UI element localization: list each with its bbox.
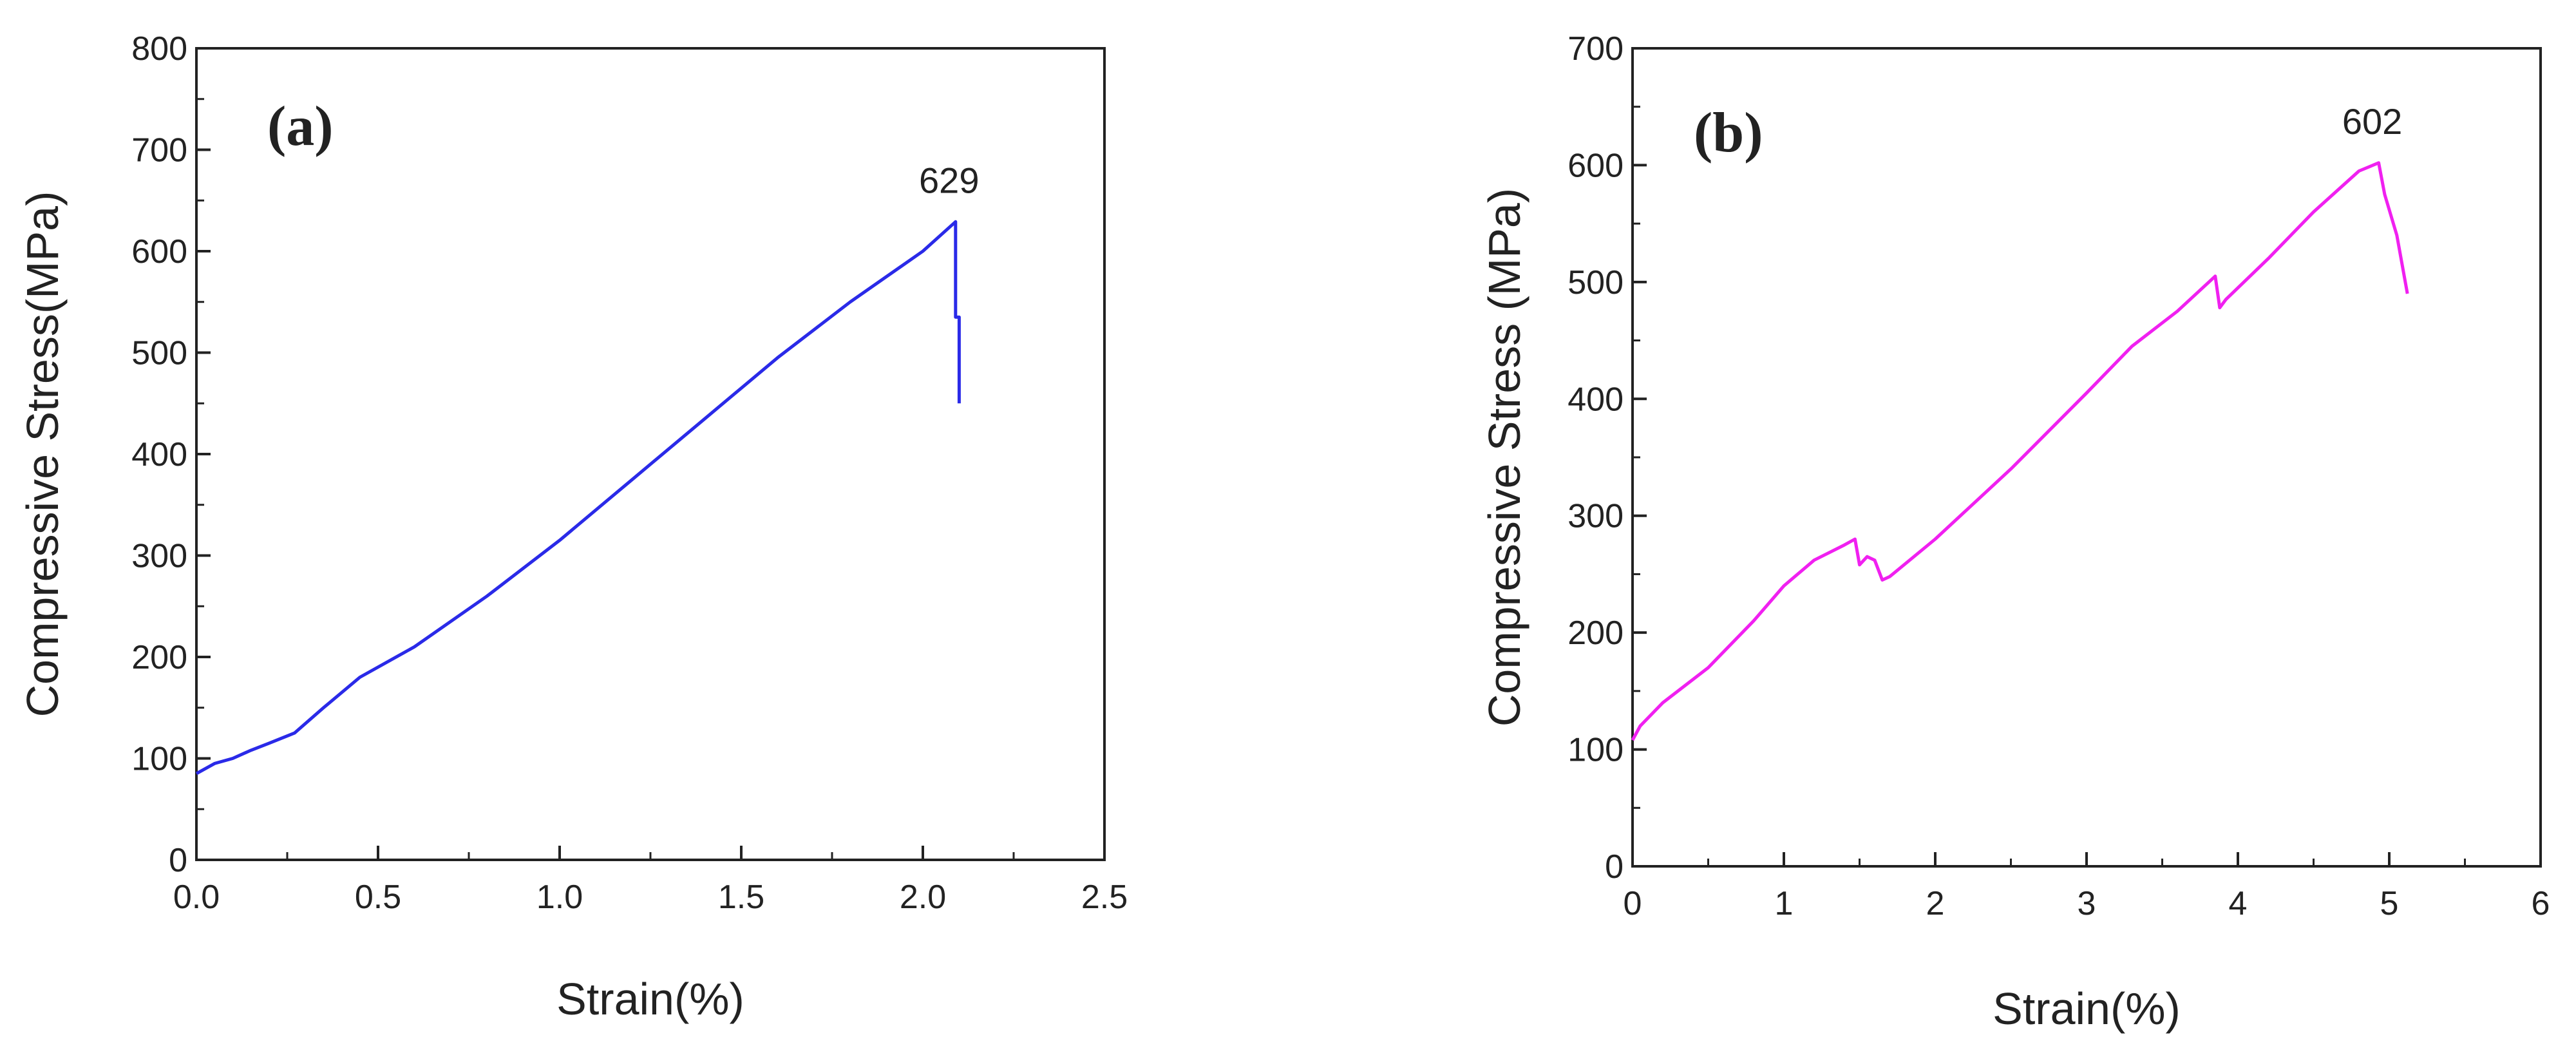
y-tick-label-a: 600: [131, 233, 187, 271]
x-tick-label-b: 1: [1775, 885, 1794, 922]
y-tick-label-b: 500: [1567, 264, 1624, 301]
x-tick-label-a: 1.0: [536, 879, 583, 916]
chart-panel-b: (b) Strain(%) Compressive Stress (MPa) 6…: [1479, 30, 2550, 1034]
series-line-a: [195, 220, 961, 775]
panel-label-b: (b): [1694, 102, 1763, 164]
y-tick-label-b: 0: [1605, 848, 1624, 886]
y-tick-label-b: 700: [1567, 30, 1624, 68]
x-tick-label-a: 2.5: [1081, 879, 1128, 916]
y-tick-label-b: 200: [1567, 614, 1624, 652]
x-tick-label-b: 6: [2532, 885, 2550, 922]
chart-panel-a: (a) Strain(%) Compressive Stress(MPa) 62…: [17, 30, 1128, 1024]
x-tick-label-b: 0: [1624, 885, 1642, 922]
peak-annotation-b: 602: [2342, 101, 2402, 142]
x-axis-label-b: Strain(%): [1993, 984, 2181, 1034]
plot-frame-b: [1631, 47, 2542, 868]
y-tick-label-b: 100: [1567, 732, 1624, 769]
x-tick-label-b: 3: [2078, 885, 2096, 922]
y-tick-label-a: 500: [131, 335, 187, 372]
x-tick-label-a: 0.5: [355, 879, 401, 916]
y-tick-label-b: 600: [1567, 147, 1624, 184]
x-tick-label-b: 4: [2229, 885, 2248, 922]
y-tick-label-a: 0: [169, 842, 187, 879]
x-tick-label-a: 1.5: [718, 879, 764, 916]
y-axis-label-a: Compressive Stress(MPa): [17, 191, 68, 718]
y-tick-label-a: 300: [131, 538, 187, 575]
x-tick-label-a: 0.0: [173, 879, 220, 916]
y-tick-label-b: 400: [1567, 381, 1624, 418]
y-tick-label-a: 800: [131, 30, 187, 68]
y-tick-label-b: 300: [1567, 498, 1624, 535]
y-tick-label-a: 200: [131, 639, 187, 676]
series-line-b: [1631, 161, 2409, 741]
panel-label-a: (a): [267, 95, 334, 158]
y-tick-label-a: 400: [131, 436, 187, 473]
x-axis-label-a: Strain(%): [556, 974, 744, 1024]
peak-annotation-a: 629: [919, 160, 979, 200]
y-tick-label-a: 100: [131, 741, 187, 778]
x-tick-label-b: 5: [2380, 885, 2399, 922]
y-tick-label-a: 700: [131, 132, 187, 169]
x-tick-label-a: 2.0: [900, 879, 946, 916]
x-tick-label-b: 2: [1926, 885, 1945, 922]
y-axis-label-b: Compressive Stress (MPa): [1479, 188, 1530, 727]
